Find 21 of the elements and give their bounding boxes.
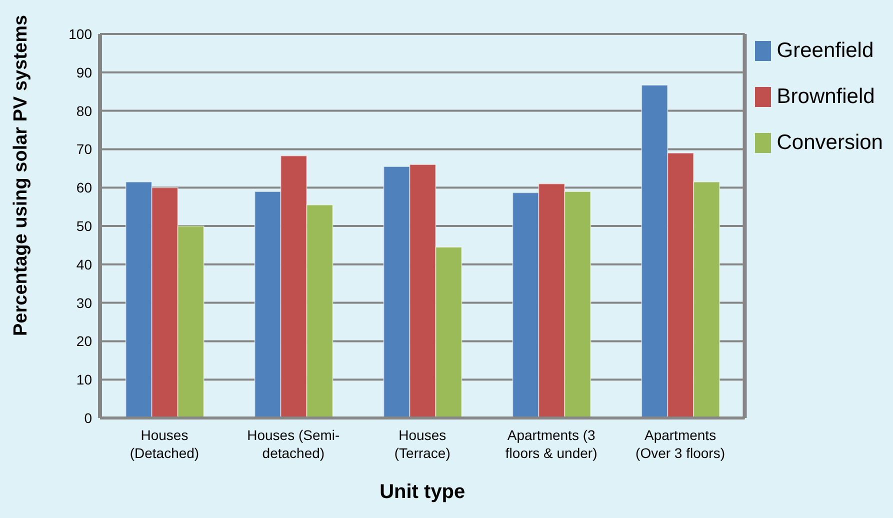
- y-tick-label: 0: [84, 410, 92, 426]
- x-tick-label: Houses (Semi-detached): [247, 427, 340, 461]
- y-tick-label: 100: [68, 26, 92, 42]
- x-tick-label: Houses (Terrace): [394, 427, 450, 461]
- x-tick-label: Apartments (3 floors & under): [505, 427, 598, 461]
- y-tick-label: 70: [76, 141, 92, 158]
- y-tick-label: 50: [76, 218, 92, 234]
- x-axis-title: Unit type: [380, 481, 466, 503]
- legend-label: Conversion: [776, 131, 883, 155]
- y-tick-label: 80: [76, 102, 92, 119]
- y-tick-label: 10: [76, 372, 92, 388]
- y-tick-label: 40: [76, 256, 92, 272]
- legend-label: Brownfield: [776, 85, 875, 109]
- y-tick-label: 20: [76, 333, 92, 350]
- y-tick-label: 30: [76, 294, 92, 311]
- y-tick-label: 60: [76, 180, 92, 196]
- y-axis-title: Percentage using solar PV systems: [10, 14, 32, 336]
- legend-label: Greenfield: [776, 39, 874, 63]
- y-tick-label: 90: [76, 64, 92, 80]
- x-tick-label: Houses (Detached): [130, 427, 200, 461]
- x-tick-label: Apartments (Over 3 floors): [636, 427, 726, 461]
